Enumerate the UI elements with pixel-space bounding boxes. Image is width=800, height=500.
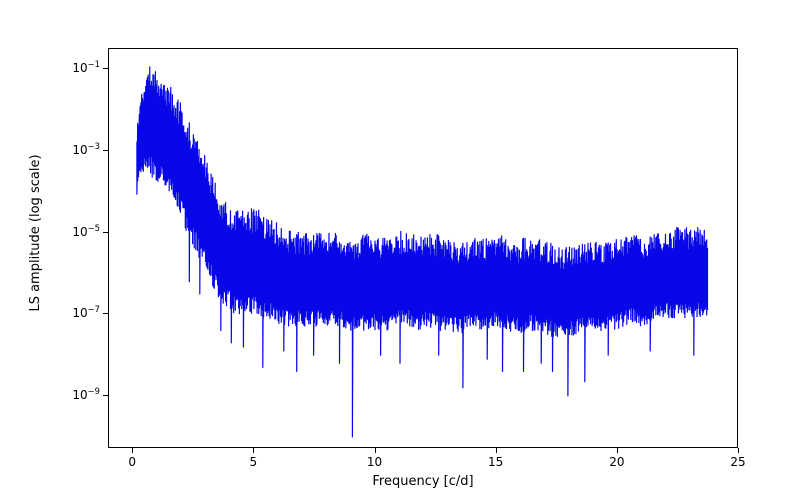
xtick-mark [617,448,618,453]
ytick-mark [103,395,108,396]
ytick-label: 10−3 [66,143,100,157]
periodogram-line [109,49,739,449]
ytick-label: 10−5 [66,225,100,239]
ytick-mark [103,313,108,314]
y-axis-label: LS amplitude (log scale) [28,133,43,333]
xtick-label: 25 [730,455,745,469]
xtick-label: 0 [128,455,136,469]
xtick-mark [738,448,739,453]
xtick-mark [496,448,497,453]
ytick-label: 10−7 [66,306,100,320]
ytick-label: 10−9 [66,388,100,402]
xtick-mark [132,448,133,453]
x-axis-label: Frequency [c/d] [363,474,483,489]
figure: Frequency [c/d] LS amplitude (log scale)… [0,0,800,500]
plot-area [108,48,738,448]
ytick-mark [103,232,108,233]
ytick-label: 10−1 [66,61,100,75]
ytick-mark [103,68,108,69]
xtick-label: 20 [609,455,624,469]
xtick-label: 10 [367,455,382,469]
ytick-mark [103,150,108,151]
xtick-mark [375,448,376,453]
xtick-label: 15 [488,455,503,469]
xtick-mark [253,448,254,453]
xtick-label: 5 [250,455,258,469]
